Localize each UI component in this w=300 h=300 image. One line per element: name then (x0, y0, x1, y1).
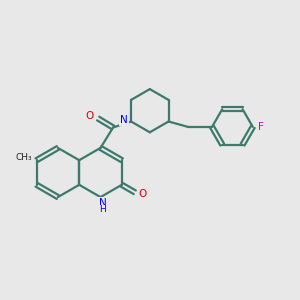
Text: N: N (120, 115, 128, 125)
Text: F: F (258, 122, 264, 132)
Text: CH₃: CH₃ (15, 153, 32, 162)
Text: O: O (139, 189, 147, 199)
Text: O: O (85, 111, 94, 121)
Text: N: N (99, 198, 107, 208)
Text: H: H (100, 205, 106, 214)
